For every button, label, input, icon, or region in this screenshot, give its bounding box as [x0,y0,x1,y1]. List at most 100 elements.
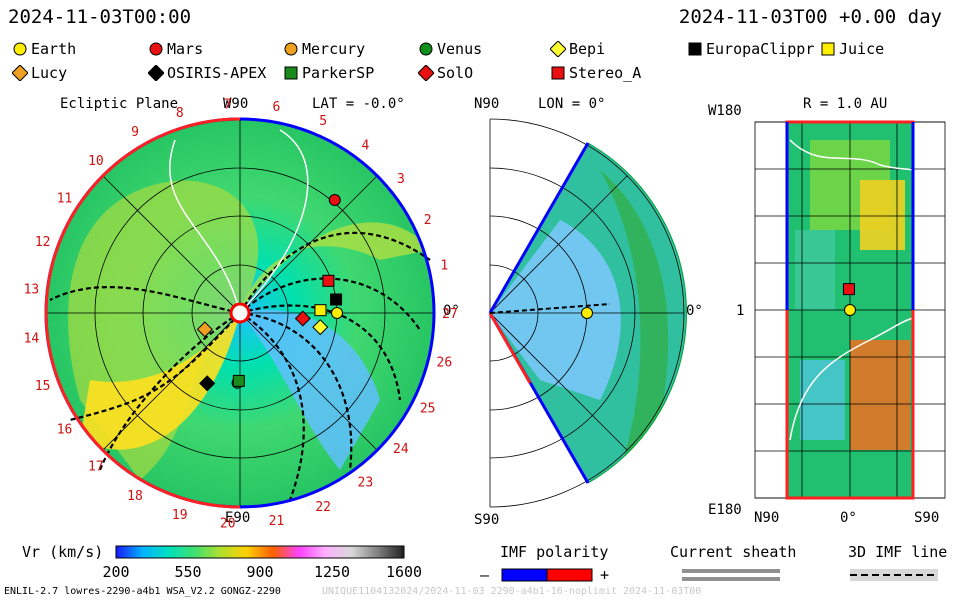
legend-item-lucy: Lucy [11,64,68,82]
carrington-number: 20 [220,517,236,532]
carrington-number: 25 [420,401,436,416]
juice-marker [314,304,327,317]
legend-label: ParkerSP [302,64,375,82]
meridional-bottom-label: S90 [474,512,500,528]
legend-label: Mercury [302,40,366,58]
earth-marker [844,304,856,316]
solo-marker [294,310,311,327]
venus-legend-icon [419,42,433,56]
stereo_a-marker [842,283,855,296]
ecliptic-region-lime [240,222,430,313]
stereo_a-marker [322,274,335,287]
carrington-number: 19 [172,508,188,523]
legend-label: Juice [839,40,885,58]
carrington-number: 21 [269,514,285,529]
carrington-number: 23 [358,475,374,490]
osiris-apex-marker [199,375,216,392]
carrington-number: 13 [24,283,40,298]
meridional-lon-label: LON = 0° [538,96,606,112]
legend-label: EuropaClippr [706,40,815,58]
carrington-number: 11 [57,192,73,207]
lucy-marker [196,321,213,338]
colorbar-tick-label: 1600 [386,563,422,581]
carrington-number: 16 [57,422,73,437]
meridional-top-label: N90 [474,96,500,112]
legend-label: Earth [31,40,77,58]
carrington-number: 6 [273,100,281,115]
carrington-number: 9 [131,125,139,140]
carrington-number: 2 [424,213,432,228]
left-timestamp: 2024-11-03T00:00 [8,6,192,28]
legend-item-mars: Mars [148,40,203,58]
carrington-number: 12 [35,235,51,250]
ecliptic-outer-rim-red [44,117,241,509]
parkersp-marker [232,374,245,387]
footer-left: ENLIL-2.7 lowres-2290-a4b1 WSA_V2.2 GONG… [4,586,281,597]
mercury-legend-icon [284,42,298,56]
carrington-number: 8 [176,106,184,121]
sphere-top-label: W180 [708,103,742,119]
mars-marker [328,194,341,207]
imf-line-label: 3D IMF line [848,543,948,561]
legend-item-venus: Venus [418,40,482,58]
ecliptic-title: Ecliptic Plane [60,96,179,112]
legend-label: Stereo_A [569,64,642,82]
carrington-number: 4 [361,139,369,154]
meridional-imf-line [489,303,611,314]
ecliptic-bottom-label: E90 [225,510,251,526]
sphere-x-mid: 0° [840,510,857,526]
carrington-number: 26 [437,355,453,370]
legend-item-osiris-apex: OSIRIS-APEX [147,64,267,82]
legend-item-mercury: Mercury [283,40,365,58]
earth-marker [581,307,593,319]
carrington-number: 10 [88,154,104,169]
legend-item-bepi: Bepi [549,40,606,58]
imf-minus-label: – [480,566,490,584]
colorbar-title: Vr (km/s) [22,543,104,561]
sphere-r-label: R = 1.0 AU [803,96,888,112]
mars-legend-icon [149,42,163,56]
parkersp-legend-icon [284,66,298,80]
sphere-x-left: N90 [754,510,780,526]
colorbar-tick-label: 900 [246,563,273,581]
earth-legend-icon [13,42,27,56]
bepi-marker [312,319,329,336]
imf-field-lines [49,231,431,501]
sphere-plot [754,120,946,500]
carrington-number: 22 [315,500,331,515]
footer-right: UNIQUE1104132024/2024-11-03 2290-a4b1-16… [322,586,702,597]
legend-label: Lucy [31,64,68,82]
legend-item-parkersp: ParkerSP [283,64,374,82]
earth-marker [331,307,343,319]
juice-legend-icon [821,42,835,56]
ecliptic-top-label: W90 [223,96,249,112]
colorbar-tick-label: 550 [174,563,201,581]
legend-item-juice: Juice [820,40,884,58]
legend-item-stereo_a: Stereo_A [550,64,641,82]
carrington-number: 24 [393,442,409,457]
sphere-mid-label: 1 [736,303,745,319]
imf-line-symbol [850,569,938,581]
legend-item-europaclippr: EuropaClippr [687,40,814,58]
ecliptic-region-blue [240,310,380,470]
legend-label: OSIRIS-APEX [167,64,267,82]
sun-marker [229,302,251,324]
imf-polarity-bar [501,568,593,582]
carrington-number: 1 [440,259,448,274]
legend-label: SolO [437,64,474,82]
legend-label: Venus [437,40,483,58]
legend-label: Mars [167,40,204,58]
carrington-number: 15 [35,379,51,394]
imf-plus-label: + [600,566,610,584]
carrington-number: 14 [24,331,40,346]
legend-item-solo: SolO [417,64,474,82]
europaclippr-marker [330,293,343,306]
legend-label: Bepi [569,40,606,58]
meridional-objects [581,307,593,319]
carrington-number: 17 [88,460,104,475]
imf-polarity-title: IMF polarity [500,543,609,561]
sphere-bottom-label: E180 [708,502,742,518]
ecliptic-objects [196,194,343,392]
carrington-number: 27 [442,307,458,322]
